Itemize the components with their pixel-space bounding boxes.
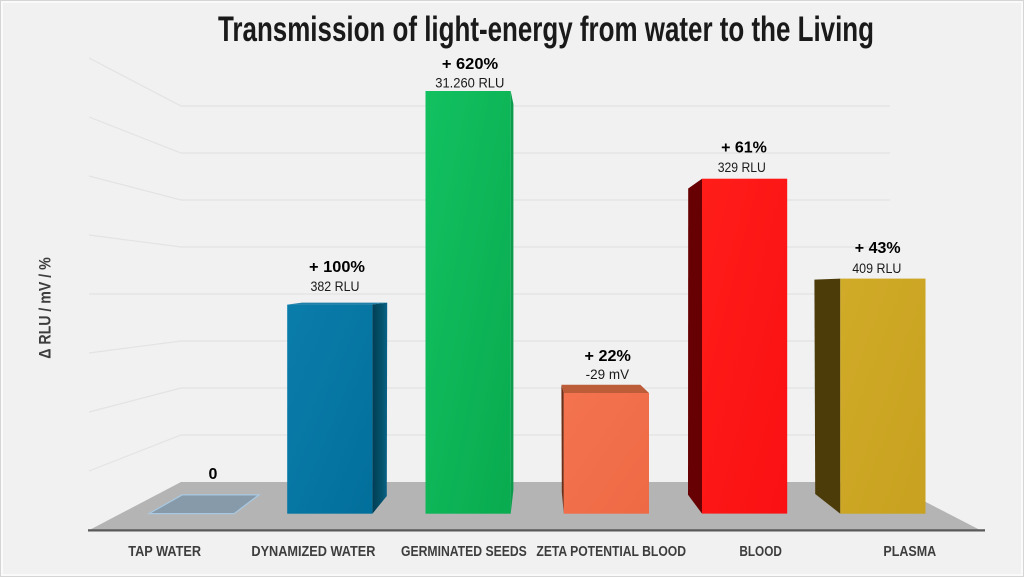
svg-text:0: 0 bbox=[209, 466, 218, 483]
svg-text:Transmission of light-energy f: Transmission of light-energy from water … bbox=[218, 10, 874, 49]
svg-text:+ 43%: + 43% bbox=[855, 240, 901, 257]
svg-text:382 RLU: 382 RLU bbox=[311, 279, 360, 294]
svg-text:Δ RLU / mV / %: Δ RLU / mV / % bbox=[36, 257, 55, 359]
svg-text:TAP WATER: TAP WATER bbox=[128, 543, 201, 560]
svg-text:-29 mV: -29 mV bbox=[586, 367, 629, 382]
svg-text:GERMINATED SEEDS: GERMINATED SEEDS bbox=[401, 543, 527, 560]
svg-text:PLASMA: PLASMA bbox=[883, 543, 936, 560]
svg-text:+ 61%: + 61% bbox=[721, 140, 767, 157]
svg-text:BLOOD: BLOOD bbox=[739, 543, 782, 560]
svg-text:DYNAMIZED WATER: DYNAMIZED WATER bbox=[251, 543, 375, 560]
svg-text:329 RLU: 329 RLU bbox=[718, 160, 766, 175]
svg-text:+ 620%: + 620% bbox=[442, 56, 498, 73]
svg-text:409 RLU: 409 RLU bbox=[852, 261, 901, 276]
svg-text:+ 22%: + 22% bbox=[585, 348, 631, 365]
svg-text:+ 100%: + 100% bbox=[309, 259, 365, 276]
svg-text:ZETA POTENTIAL BLOOD: ZETA POTENTIAL BLOOD bbox=[536, 543, 686, 560]
svg-text:31.260 RLU: 31.260 RLU bbox=[435, 75, 504, 90]
